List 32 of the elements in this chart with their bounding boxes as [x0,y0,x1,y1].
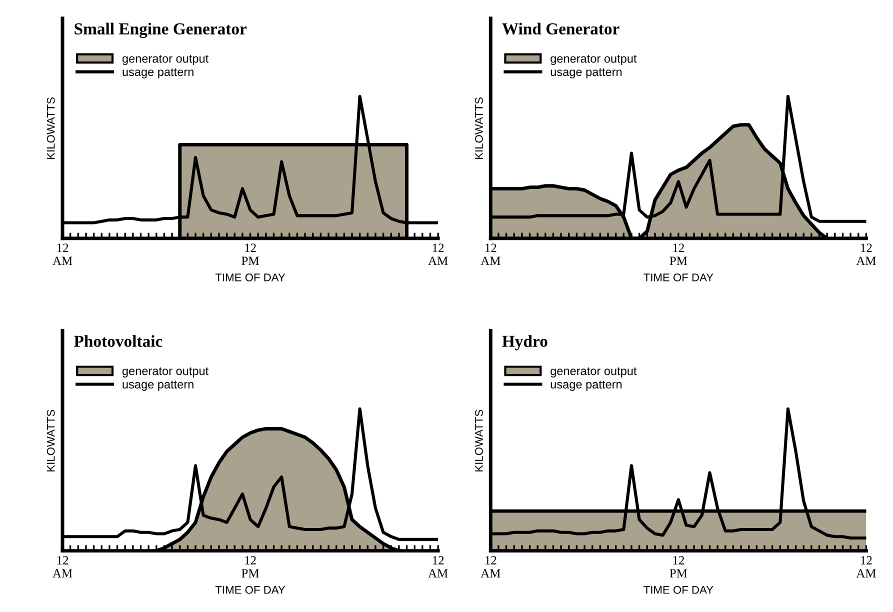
x-axis-title: TIME OF DAY [215,586,286,594]
x-tick-label: 12 PM [242,244,259,265]
x-axis-title: TIME OF DAY [644,273,714,282]
x-axis-title: TIME OF DAY [215,273,286,282]
x-tick-label: 12 AM [428,244,448,265]
x-tick-label: 12 PM [670,556,688,578]
chart-title: Small Engine Generator [74,22,247,38]
x-tick-label: 12 AM [428,556,448,578]
y-axis-title: KILOWATTS [475,97,483,159]
x-tick-label: 12 AM [480,556,500,578]
x-tick-label: 12 PM [242,556,259,578]
x-tick-label: 12 AM [480,244,500,265]
legend-label: usage pattern [550,380,622,391]
y-axis-title: KILOWATTS [46,410,55,472]
x-tick-label: 12 AM [52,556,72,578]
x-tick-label: 12 AM [856,244,876,265]
x-tick-label: 12 AM [52,244,72,265]
x-tick-label: 12 PM [670,244,688,265]
y-axis-title: KILOWATTS [46,97,55,159]
chart-title: Photovoltaic [74,335,162,347]
legend-label: usage pattern [550,68,622,78]
chart-title: Hydro [502,335,548,350]
x-axis-title: TIME OF DAY [644,586,714,594]
legend-label: generator output [550,54,637,66]
legend-label: usage pattern [122,68,194,78]
legend-label: usage pattern [122,380,194,391]
legend-label: generator output [550,367,637,378]
x-tick-label: 12 AM [856,556,876,578]
legend-label: generator output [122,54,209,66]
y-axis-title: KILOWATTS [475,410,483,472]
chart-title: Wind Generator [502,22,620,35]
legend-label: generator output [122,367,209,378]
